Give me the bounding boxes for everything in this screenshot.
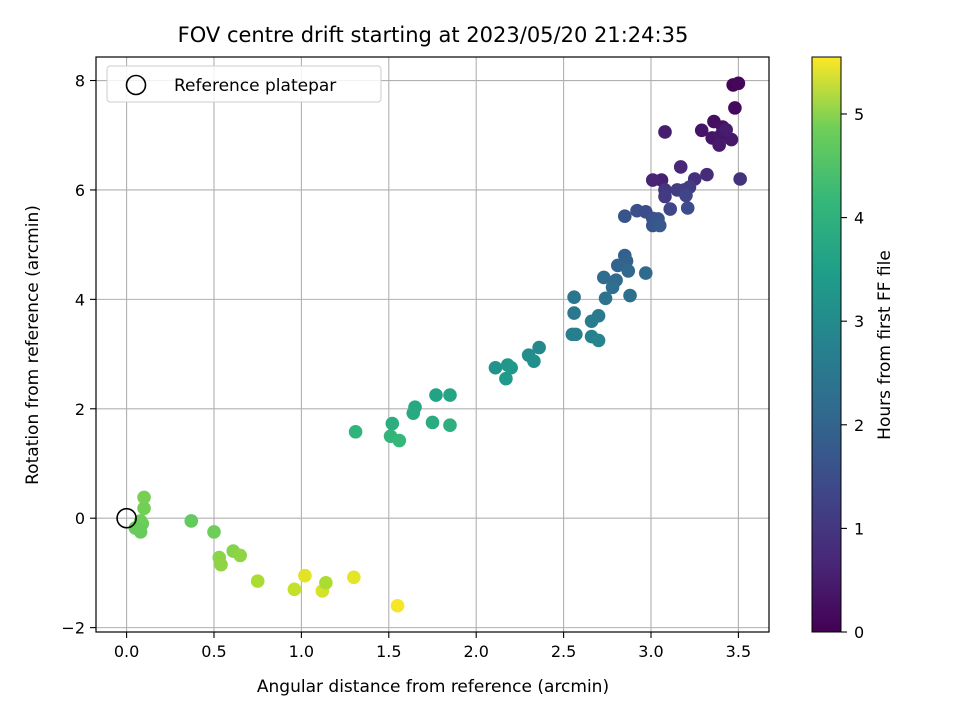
data-point <box>652 218 667 233</box>
data-point <box>700 167 714 182</box>
grid-lines <box>96 57 769 632</box>
data-point <box>680 201 695 215</box>
data-point <box>719 122 733 137</box>
data-point <box>319 575 333 590</box>
data-point <box>617 209 632 224</box>
data-point <box>610 258 625 273</box>
x-axis-ticks: 0.0 0.5 1.0 1.5 2.0 2.5 3.0 3.5 <box>114 632 751 661</box>
colorbar-tick-label: 3 <box>854 312 864 331</box>
data-point <box>207 525 221 539</box>
legend-marker-icon <box>125 74 147 96</box>
data-point <box>694 123 709 138</box>
data-point <box>406 406 421 420</box>
y-tick-label: 6 <box>75 181 85 200</box>
colorbar: 0 1 2 3 4 5 Hours from first FF file <box>811 56 895 642</box>
data-point <box>233 548 248 563</box>
colorbar-tick-label: 5 <box>854 105 864 124</box>
data-point <box>623 288 637 303</box>
legend-entry-reference: Reference platepar <box>174 76 336 96</box>
data-point <box>499 371 513 386</box>
data-point <box>712 138 726 152</box>
chart-title: FOV centre drift starting at 2023/05/20 … <box>178 23 689 47</box>
y-tick-label: 8 <box>75 72 85 91</box>
data-point <box>567 290 581 304</box>
plot-frame <box>95 56 770 633</box>
data-point <box>598 291 613 306</box>
data-point <box>638 266 653 280</box>
data-point <box>527 354 541 368</box>
colorbar-tick-label: 1 <box>854 519 864 538</box>
data-point <box>184 514 199 528</box>
x-tick-label: 2.0 <box>463 642 488 661</box>
data-point <box>443 388 457 402</box>
colorbar-tick-label: 0 <box>854 623 864 642</box>
y-tick-label: 0 <box>75 509 85 528</box>
data-point <box>605 280 620 295</box>
x-tick-label: 0.5 <box>201 642 226 661</box>
colorbar-ticks: 0 1 2 3 4 5 <box>841 105 864 642</box>
data-point <box>731 76 746 91</box>
data-point <box>298 568 312 583</box>
data-point <box>679 188 693 203</box>
data-points <box>128 76 747 613</box>
data-point <box>621 264 636 278</box>
data-point <box>658 125 672 139</box>
x-tick-label: 3.0 <box>638 642 663 661</box>
x-tick-label: 2.5 <box>551 642 576 661</box>
data-point <box>532 340 546 355</box>
data-point <box>733 172 747 186</box>
x-tick-label: 3.5 <box>726 642 751 661</box>
data-point <box>133 525 148 539</box>
data-point <box>673 160 688 174</box>
data-point <box>597 270 611 285</box>
x-tick-label: 0.0 <box>114 642 139 661</box>
y-axis-label: Rotation from reference (arcmin) <box>23 205 43 485</box>
colorbar-label: Hours from first FF file <box>875 250 895 440</box>
data-point <box>567 306 581 320</box>
colorbar-tick-label: 2 <box>854 416 864 435</box>
data-point <box>390 598 405 613</box>
data-point <box>250 574 265 588</box>
data-point <box>287 582 302 597</box>
y-axis-ticks: −2 0 2 4 6 8 <box>61 72 96 638</box>
x-tick-label: 1.0 <box>289 642 314 661</box>
data-point <box>645 173 660 187</box>
data-point <box>385 416 400 431</box>
data-point <box>504 360 518 375</box>
data-point <box>591 333 606 348</box>
data-point <box>443 418 457 432</box>
colorbar-gradient <box>811 56 842 633</box>
reference-platepar-marker <box>116 507 137 529</box>
legend: Reference platepar <box>106 65 382 103</box>
data-point <box>584 314 599 329</box>
data-point <box>425 415 440 430</box>
y-tick-label: 4 <box>75 290 85 309</box>
data-point <box>569 327 583 342</box>
data-point <box>347 570 361 585</box>
data-point <box>728 101 742 115</box>
data-point <box>137 501 151 516</box>
data-point <box>658 189 672 204</box>
data-point <box>348 424 363 439</box>
x-tick-label: 1.5 <box>376 642 401 661</box>
y-tick-label: 2 <box>75 400 85 419</box>
legend-box <box>106 65 382 103</box>
data-point <box>214 557 228 572</box>
colorbar-tick-label: 4 <box>854 209 864 228</box>
data-point <box>429 388 443 402</box>
y-tick-label: −2 <box>61 619 85 638</box>
data-point <box>663 202 678 216</box>
x-axis-label: Angular distance from reference (arcmin) <box>257 677 609 697</box>
data-point <box>137 490 151 505</box>
data-point <box>392 433 407 448</box>
data-point <box>488 360 503 375</box>
